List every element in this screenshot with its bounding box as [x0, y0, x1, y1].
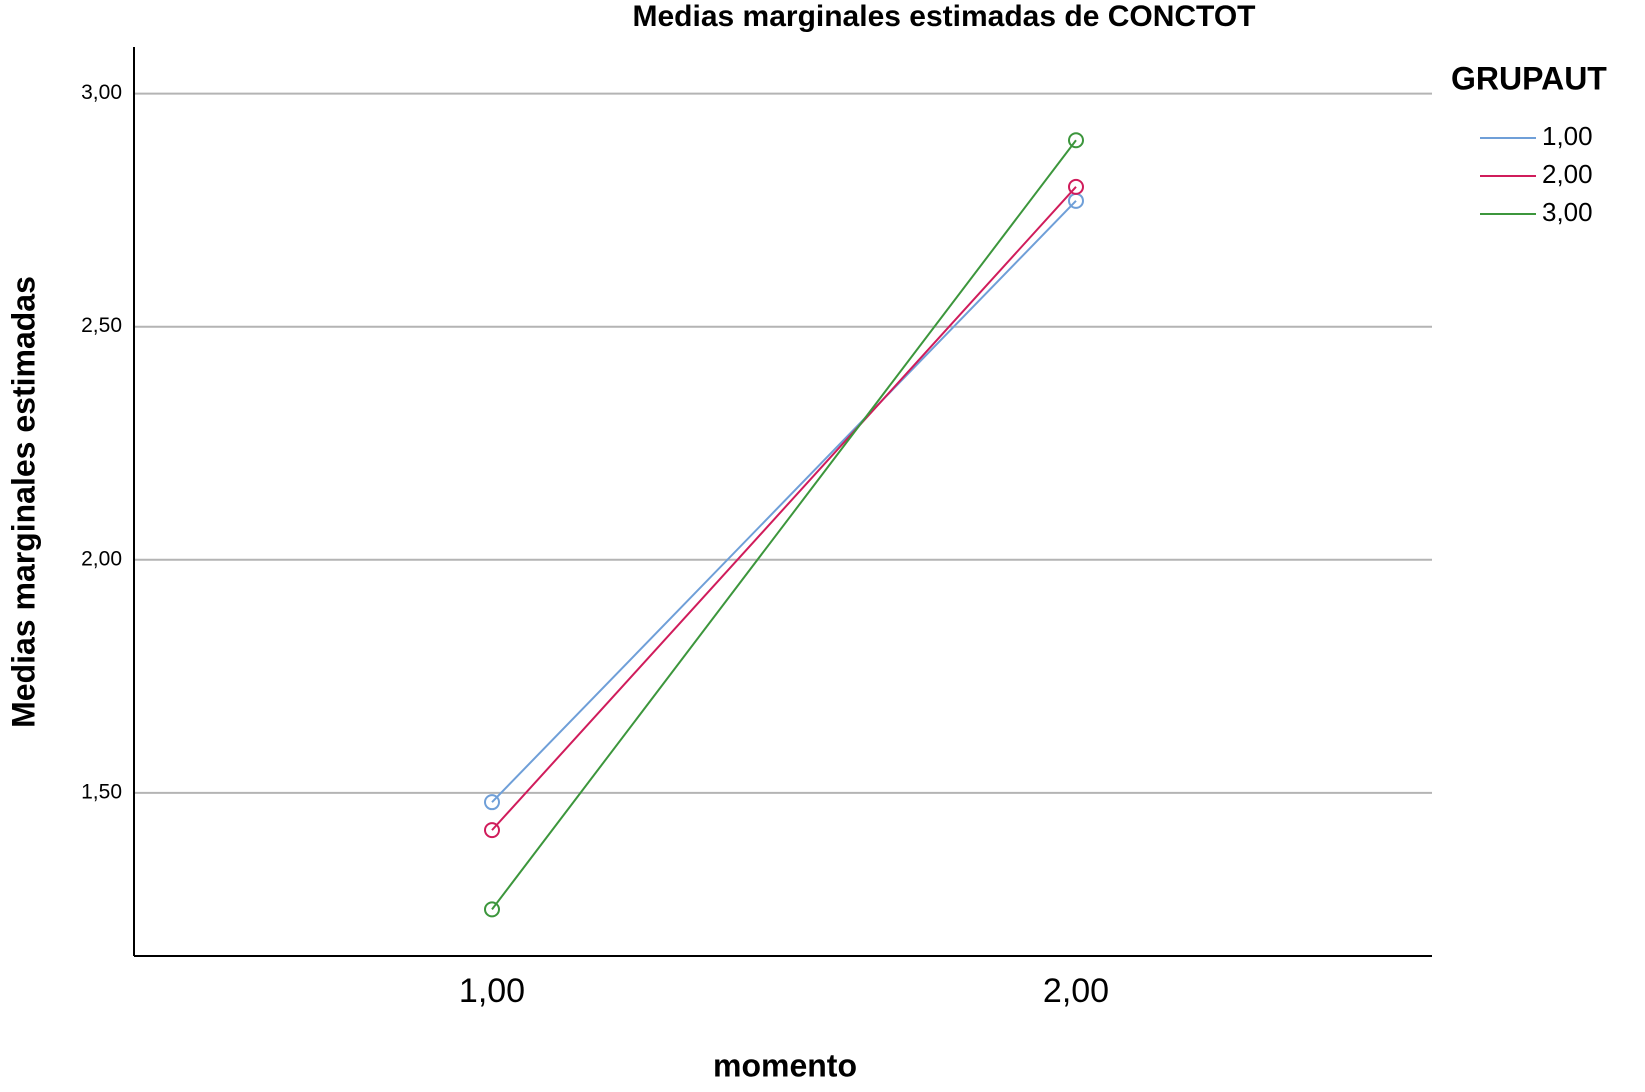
legend-label: 1,00 — [1542, 121, 1593, 151]
series-line — [491, 139, 1077, 910]
point-marker — [1068, 132, 1084, 149]
point-marker — [484, 794, 500, 811]
point-marker — [484, 901, 500, 918]
y-tick-label: 2,00 — [81, 547, 122, 570]
point-marker — [1068, 178, 1084, 195]
y-tick-label: 2,50 — [81, 314, 122, 337]
legend-title: GRUPAUT — [1451, 60, 1607, 96]
y-axis-label: Medias marginales estimadas — [5, 276, 41, 728]
legend-label: 3,00 — [1542, 197, 1593, 227]
y-tick-label: 1,50 — [81, 780, 122, 803]
x-axis-label: momento — [713, 1047, 857, 1083]
x-tick-label: 2,00 — [1043, 972, 1109, 1010]
point-marker — [484, 822, 500, 839]
x-tick-label: 1,00 — [459, 972, 525, 1010]
legend-label: 2,00 — [1542, 159, 1593, 189]
series-line — [491, 200, 1077, 803]
series-line — [491, 186, 1077, 831]
chart-title: Medias marginales estimadas de CONCTOT — [633, 0, 1256, 33]
y-tick-label: 3,00 — [81, 81, 122, 104]
